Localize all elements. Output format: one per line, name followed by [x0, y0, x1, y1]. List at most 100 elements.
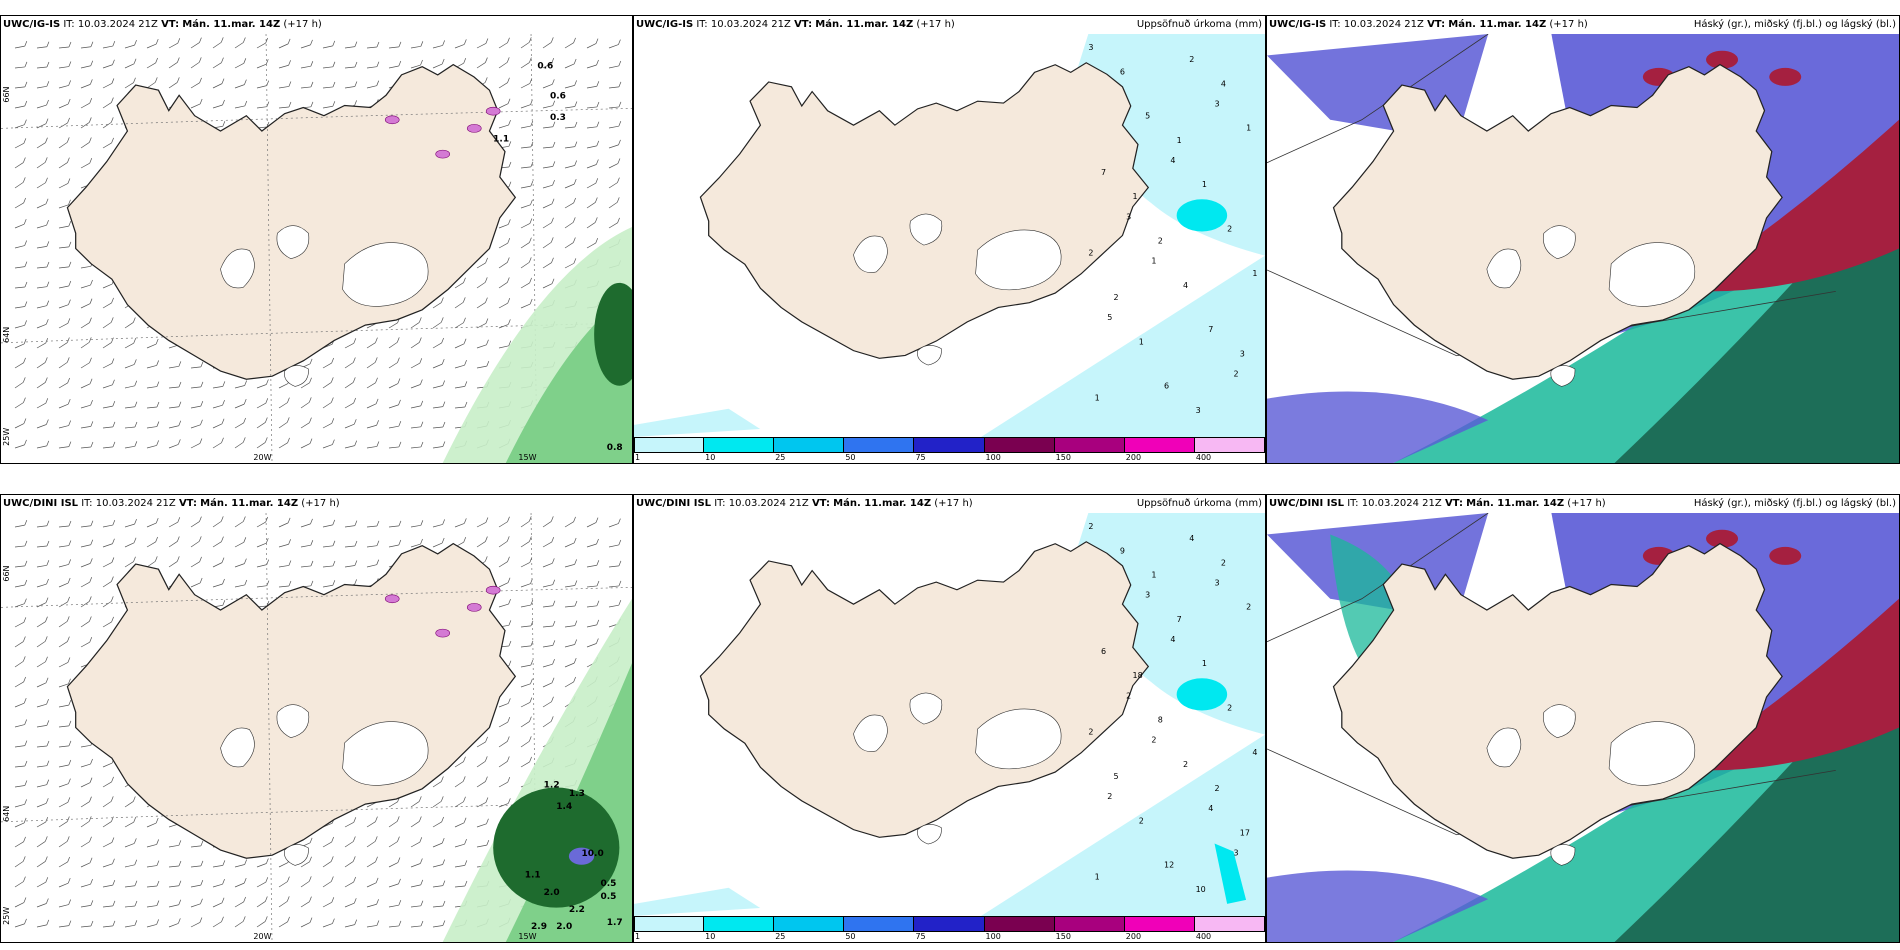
precip-value-label: 5: [1107, 313, 1112, 322]
wind-barb-flag: [155, 338, 159, 345]
wind-barb-flag: [573, 37, 576, 43]
wind-barb-flag: [23, 698, 27, 704]
wind-barb: [564, 242, 574, 249]
wind-barb-flag: [420, 441, 424, 448]
wind-barb: [366, 564, 377, 568]
wind-barb: [322, 901, 332, 908]
wind-value-label: 0.3: [550, 113, 566, 123]
wind-barb-flag: [199, 516, 202, 522]
wind-barb-flag: [508, 598, 511, 605]
wind-barb-flag: [221, 437, 224, 443]
wind-barb-flag: [112, 900, 116, 907]
wind-barb: [388, 883, 399, 888]
wind-barb: [168, 923, 179, 928]
colorbar-segment: [704, 916, 775, 932]
wind-barb-flag: [68, 520, 72, 527]
wind-barb-flag: [374, 836, 378, 842]
wind-value-label: 0.8: [607, 443, 623, 453]
wind-barb: [564, 585, 575, 588]
wind-barb: [542, 283, 553, 289]
wind-barb-flag: [550, 237, 554, 243]
wind-barb: [520, 761, 530, 768]
wind-barb: [498, 62, 508, 69]
wind-barb: [586, 145, 597, 149]
wind-barb: [168, 844, 179, 848]
wind-barb-flag: [46, 720, 50, 726]
wind-barb: [278, 585, 289, 588]
wind-barb: [58, 285, 69, 289]
wind-barb-flag: [508, 141, 512, 147]
wind-barb-flag: [463, 277, 466, 283]
wind-barb: [542, 105, 553, 109]
wind-barb-flag: [618, 121, 622, 127]
wind-barb: [520, 83, 531, 89]
wind-barb: [300, 523, 311, 528]
wind-value-label: 1.4: [556, 802, 572, 812]
wind-barb-flag: [46, 560, 50, 566]
wind-barb-flag: [463, 796, 466, 802]
wind-barb-flag: [419, 837, 423, 843]
wind-barb: [366, 525, 377, 528]
wind-barb-flag: [397, 836, 400, 842]
wind-barb-flag: [89, 317, 92, 323]
wind-barb: [388, 904, 399, 908]
precip-value-label: 2: [1151, 736, 1156, 745]
precip-value-label: 6: [1164, 382, 1169, 391]
wind-barb-flag: [352, 377, 356, 383]
wind-barb-flag: [398, 900, 402, 906]
wind-barb-flag: [45, 198, 49, 204]
wind-barb-flag: [574, 620, 578, 626]
precip-colorbar: 1 10 25 50 75 100 150 200 400: [634, 916, 1265, 942]
wind-barb-flag: [90, 421, 94, 427]
wind-barb: [300, 922, 311, 928]
wind-barb: [432, 406, 443, 409]
wind-barb: [322, 841, 332, 848]
wind-barb-flag: [464, 860, 468, 866]
wind-barb: [300, 44, 311, 49]
wind-barb: [476, 823, 487, 828]
wind-barb: [14, 444, 25, 449]
wind-barb: [586, 585, 597, 588]
wind-barb: [80, 383, 91, 389]
wind-barb: [212, 423, 223, 429]
wind-barb: [36, 104, 47, 109]
wind-barb-flag: [89, 357, 92, 363]
wind-barb: [58, 425, 69, 429]
wind-barb: [520, 521, 530, 528]
wind-barb-flag: [244, 100, 248, 107]
wind-barb: [146, 822, 157, 828]
wind-barb: [608, 125, 619, 129]
wind-barb-flag: [552, 600, 556, 606]
wind-barb-flag: [442, 40, 445, 46]
wind-barb-flag: [178, 401, 182, 407]
wind-barb: [124, 364, 135, 369]
wind-barb-flag: [442, 920, 446, 926]
glacier: [853, 714, 888, 752]
wind-barb: [278, 383, 289, 389]
wind-barb: [608, 222, 618, 229]
wind-barb-flag: [464, 39, 467, 45]
wind-barb: [80, 84, 91, 89]
wind-barb-flag: [265, 896, 268, 902]
wind-barb: [520, 282, 530, 289]
precip-map: 2 2 3 2 4 3 2 4 4 3 4 6 12 2 9 2 2 2 1 1 8 2 5 7 17 18 10 2 1 2: [634, 513, 1265, 916]
wind-barb: [278, 442, 288, 449]
wind-barb-flag: [24, 119, 27, 125]
wind-barb: [564, 106, 575, 109]
wind-barb: [454, 885, 465, 888]
wind-barb-flag: [309, 358, 313, 364]
wind-barb: [498, 242, 508, 249]
wind-barb: [168, 865, 179, 868]
wind-barb-flag: [22, 856, 26, 862]
wind-barb-flag: [310, 39, 313, 46]
wind-barb: [542, 166, 553, 169]
wind-barb: [234, 105, 245, 109]
panel-dini-precip: UWC/DINI ISL IT: 10.03.2024 21Z VT: Mán.…: [633, 494, 1266, 943]
wind-barb-flag: [176, 77, 180, 83]
wind-barb: [234, 864, 245, 868]
wind-barb-flag: [331, 876, 334, 882]
wind-barb: [36, 583, 47, 588]
wind-barb: [256, 442, 266, 449]
wind-barb: [520, 583, 531, 588]
wind-barb: [190, 42, 200, 49]
